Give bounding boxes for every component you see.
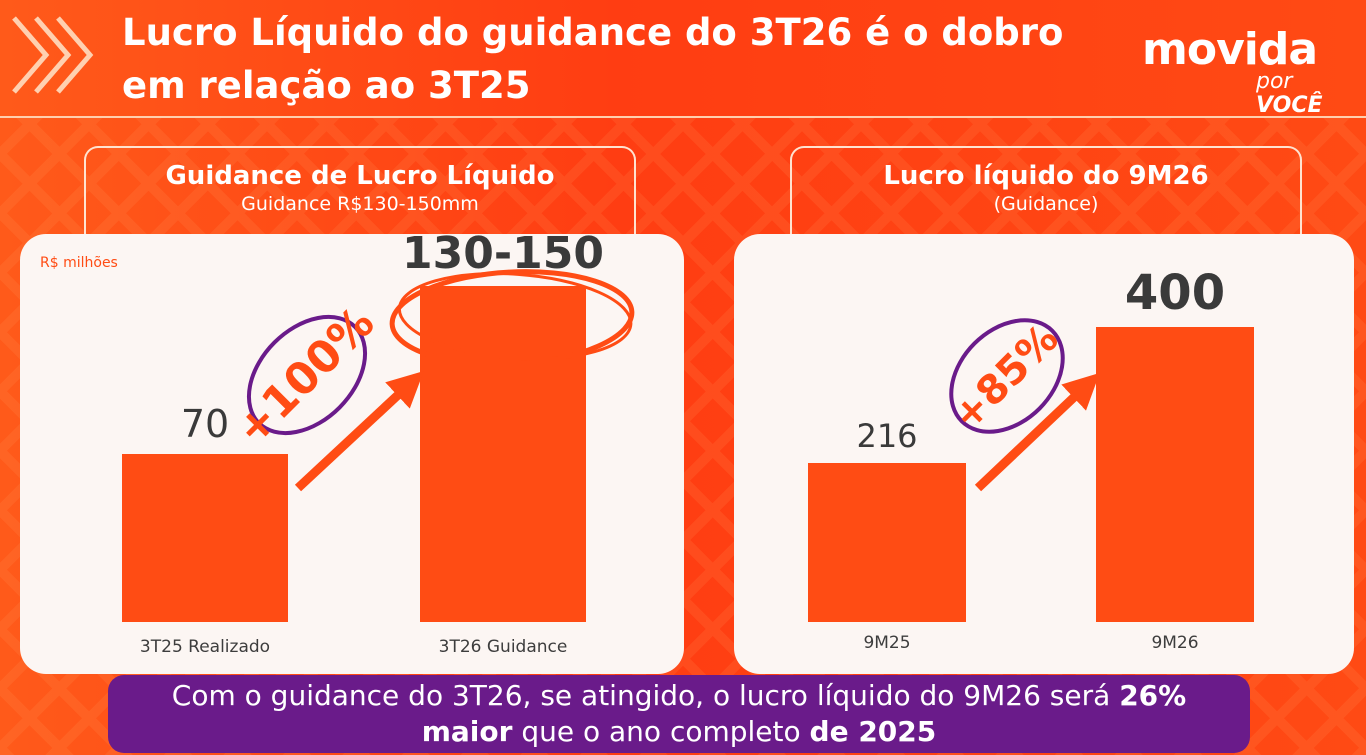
left-chart-title: Guidance de Lucro Líquido (165, 161, 555, 191)
data-label: 130-150 (402, 228, 604, 279)
footer-bold-2: maior (421, 715, 513, 748)
chart-bar (420, 286, 586, 622)
page-title: Lucro Líquido do guidance do 3T26 é o do… (122, 6, 1082, 112)
category-label: 3T25 Realizado (139, 637, 271, 657)
data-label: 216 (856, 417, 918, 455)
logo-tagline-por: por (1256, 69, 1293, 94)
title-line-2: em relação ao 3T25 (122, 64, 531, 107)
logo-tagline: por VOCÊ (1256, 70, 1342, 118)
movida-logo: movida por VOCÊ (1142, 24, 1342, 118)
left-chart-unit-label: R$ milhões (40, 255, 118, 271)
footer-text-1: Com o guidance do 3T26, se atingido, o l… (171, 679, 1120, 712)
right-chart-title: Lucro líquido do 9M26 (883, 161, 1209, 191)
title-divider (0, 116, 1366, 118)
footer-banner: Com o guidance do 3T26, se atingido, o l… (108, 675, 1250, 753)
data-label: 70 (180, 402, 230, 446)
category-label: 9M26 (1151, 633, 1199, 653)
title-line-1: Lucro Líquido do guidance do 3T26 é o do… (122, 11, 1064, 54)
footer-bold-3: de 2025 (809, 715, 937, 748)
chevrons-icon (12, 16, 94, 94)
right-chart-header: Lucro líquido do 9M26 (Guidance) (790, 146, 1302, 238)
right-chart-subtitle: (Guidance) (993, 193, 1099, 215)
left-chart-subtitle: Guidance R$130-150mm (241, 193, 479, 215)
category-label: 9M25 (863, 633, 911, 653)
chart-bar (808, 463, 966, 622)
category-label: 3T26 Guidance (438, 637, 568, 657)
chart-bar (122, 454, 288, 622)
chart-bar (1096, 327, 1254, 622)
data-label: 400 (1124, 265, 1226, 321)
left-chart-header: Guidance de Lucro Líquido Guidance R$130… (84, 146, 636, 238)
footer-bold-1: 26% (1119, 679, 1187, 712)
footer-text-2: que o ano completo (512, 715, 810, 748)
logo-tagline-voce: VOCÊ (1256, 93, 1323, 118)
logo-brand: movida (1142, 24, 1318, 75)
